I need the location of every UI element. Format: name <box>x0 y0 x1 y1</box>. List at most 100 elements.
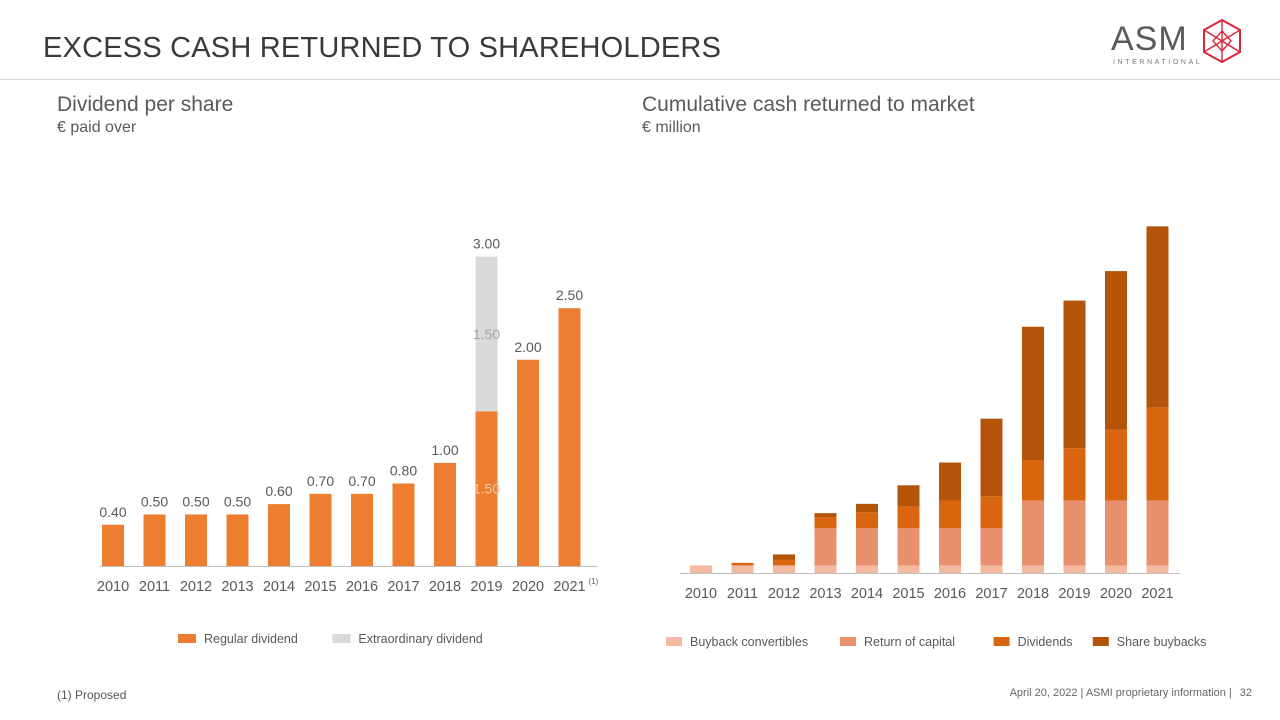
bar-share-buybacks-2018 <box>1022 326 1044 460</box>
x-tick-label-2017: 2017 <box>975 586 1007 602</box>
bar-buyback-convertibles-2016 <box>939 565 961 573</box>
x-tick-label-2011: 2011 <box>139 579 170 595</box>
segment-label-2019-1: 1.50 <box>473 326 500 342</box>
bar-share-buybacks-2014 <box>856 503 878 513</box>
bar-buyback-convertibles-2013 <box>814 565 837 573</box>
bar-buyback-convertibles-2021 <box>1146 565 1169 573</box>
legend-swatch <box>1092 637 1109 646</box>
x-tick-label-2011: 2011 <box>727 586 758 602</box>
bar-buyback-convertibles-2010 <box>690 565 712 573</box>
bar-share-buybacks-2020 <box>1105 271 1127 430</box>
x-tick-label-2020: 2020 <box>512 579 544 595</box>
footer: April 20, 2022 | ASMI proprietary inform… <box>1010 687 1252 699</box>
legend-label: Dividends <box>1018 635 1073 649</box>
legend-label: Extraordinary dividend <box>358 632 482 646</box>
logo-subtext: INTERNATIONAL <box>1113 59 1203 66</box>
bar-label-2015: 0.70 <box>307 473 334 489</box>
bar-regular-dividend-2019 <box>475 411 498 566</box>
bar-share-buybacks-2021 <box>1146 226 1169 408</box>
bar-share-buybacks-2016 <box>939 462 961 501</box>
bar-label-2010: 0.40 <box>99 504 126 520</box>
x-tick-label-2016: 2016 <box>346 579 378 595</box>
footer-text: April 20, 2022 | ASMI proprietary inform… <box>1009 687 1232 699</box>
bar-return-of-capital-2019 <box>1063 500 1086 566</box>
legend-item-share-buybacks: Share buybacks <box>1092 635 1207 649</box>
bar-label-2017: 0.80 <box>390 463 417 479</box>
bar-label-2018: 1.00 <box>431 442 458 458</box>
x-tick-label-2014: 2014 <box>263 579 295 595</box>
x-tick-label-2015: 2015 <box>304 579 336 595</box>
bar-dividends-2015 <box>897 506 920 529</box>
x-tick-label-2017: 2017 <box>387 579 419 595</box>
bar-buyback-convertibles-2018 <box>1022 565 1044 573</box>
bar-share-buybacks-2019 <box>1063 300 1086 449</box>
bar-buyback-convertibles-2015 <box>897 565 920 573</box>
bar-regular-dividend-2014 <box>268 504 290 566</box>
bar-regular-dividend-2021 <box>558 308 581 566</box>
bar-return-of-capital-2021 <box>1146 500 1169 566</box>
legend-swatch <box>332 634 351 643</box>
logo-mark-icon <box>1203 18 1241 64</box>
x-tick-label-2010: 2010 <box>685 586 717 602</box>
legend-label: Share buybacks <box>1117 635 1207 649</box>
segment-label-2019-0: 1.50 <box>473 481 500 497</box>
bar-return-of-capital-2015 <box>897 528 920 566</box>
bar-label-2013: 0.50 <box>224 493 251 509</box>
title-divider <box>0 79 1280 80</box>
bar-share-buybacks-2012 <box>773 554 795 560</box>
footnote: (1) Proposed <box>57 688 127 702</box>
legend-swatch <box>178 634 196 643</box>
x-tick-label-2012: 2012 <box>180 579 212 595</box>
bar-dividends-2011 <box>731 562 754 566</box>
legend-item-return-of-capital: Return of capital <box>840 635 955 649</box>
page-title: EXCESS CASH RETURNED TO SHAREHOLDERS <box>43 32 722 64</box>
bar-return-of-capital-2013 <box>814 528 837 566</box>
x-tick-label-2018: 2018 <box>1017 586 1049 602</box>
company-logo: ASM INTERNATIONAL <box>1105 16 1255 76</box>
bar-dividends-2019 <box>1063 448 1086 501</box>
x-tick-label-2015: 2015 <box>892 586 924 602</box>
bar-label-2020: 2.00 <box>514 339 541 355</box>
legend-item-buyback-convertibles: Buyback convertibles <box>666 635 808 649</box>
bar-regular-dividend-2015 <box>309 493 332 566</box>
bar-buyback-convertibles-2020 <box>1105 565 1127 573</box>
bar-regular-dividend-2016 <box>351 493 373 566</box>
legend-label: Buyback convertibles <box>690 635 808 649</box>
bar-label-2021: 2.50 <box>556 287 583 303</box>
bar-regular-dividend-2010 <box>102 524 124 566</box>
right-panel-title: Cumulative cash returned to market <box>642 93 975 116</box>
bar-label-2016: 0.70 <box>348 473 375 489</box>
bar-regular-dividend-2018 <box>434 462 456 566</box>
left-panel-title: Dividend per share <box>57 93 234 116</box>
bar-dividends-2014 <box>856 512 878 529</box>
x-tick-label-2021: 2021 <box>1141 586 1173 602</box>
legend-item-dividends: Dividends <box>993 635 1073 649</box>
bar-label-2014: 0.60 <box>265 483 292 499</box>
bar-regular-dividend-2011 <box>143 514 166 566</box>
x-tick-label-2014: 2014 <box>851 586 883 602</box>
bar-label-2011: 0.50 <box>141 493 168 509</box>
x-tick-label-2012: 2012 <box>768 586 800 602</box>
legend-label: Regular dividend <box>204 632 298 646</box>
x-tick-label-2013: 2013 <box>221 579 253 595</box>
bar-return-of-capital-2018 <box>1022 500 1044 566</box>
legend-swatch <box>666 637 682 646</box>
cash-returned-chart: 2010 2011 2012 2013 2014 2015 2016 2017 2018 2019… <box>666 226 1206 649</box>
x-tick-label-2018: 2018 <box>429 579 461 595</box>
bar-dividends-2018 <box>1022 459 1044 501</box>
bar-dividends-2013 <box>814 517 837 529</box>
bar-regular-dividend-2012 <box>185 514 207 566</box>
bar-return-of-capital-2014 <box>856 528 878 566</box>
left-panel-subtitle: € paid over <box>57 119 137 136</box>
bar-regular-dividend-2017 <box>392 483 415 566</box>
dividend-chart: 0.40 2010 0.50 2011 0.50 2012 0.50 2013 0.60 2014… <box>97 236 599 646</box>
bar-return-of-capital-2017 <box>980 528 1003 566</box>
bar-dividends-2012 <box>773 559 795 566</box>
bar-regular-dividend-2020 <box>517 359 539 566</box>
legend-swatch <box>840 637 856 646</box>
bar-extraordinary-dividend-2019 <box>475 256 498 412</box>
x-tick-label-2013: 2013 <box>809 586 841 602</box>
legend-swatch <box>993 637 1010 646</box>
bar-dividends-2016 <box>939 500 961 529</box>
x-tick-label-2021: 2021 <box>553 579 585 595</box>
